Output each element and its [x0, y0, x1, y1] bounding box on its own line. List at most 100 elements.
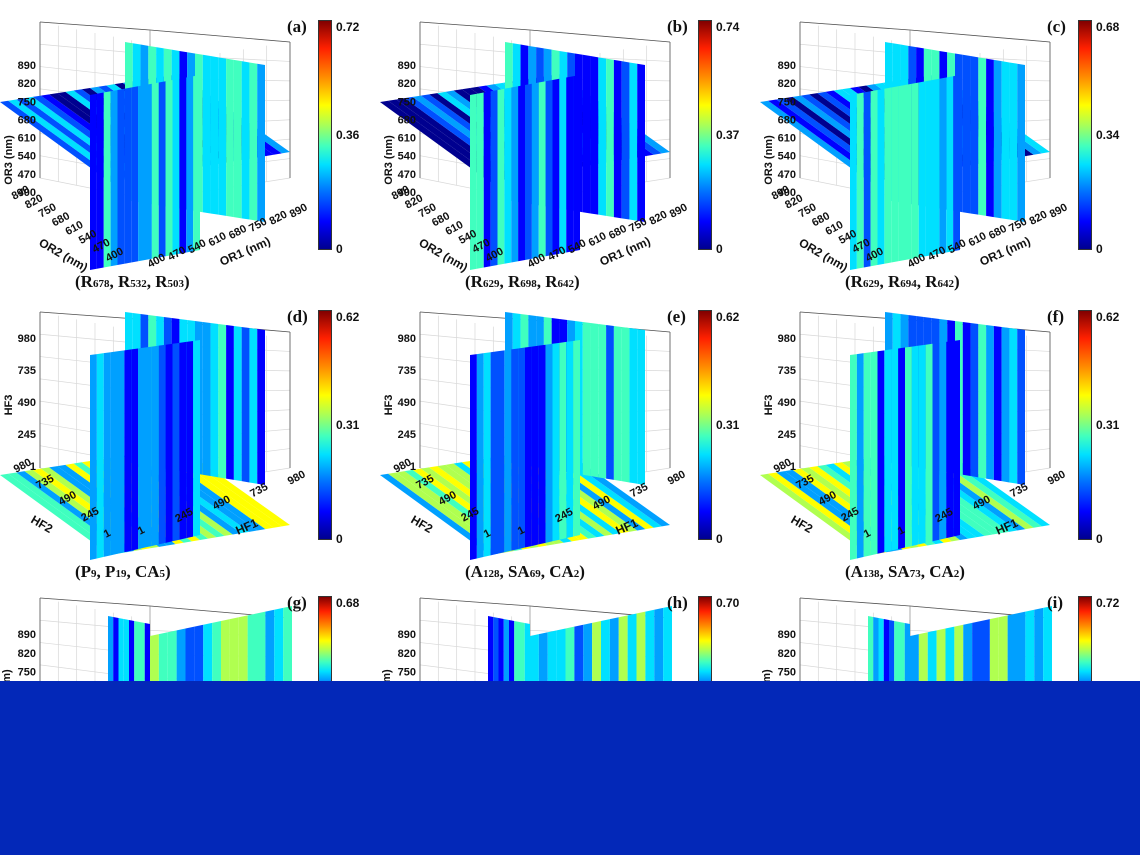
z-axis-label: HF3	[763, 395, 775, 416]
colorbar	[1078, 20, 1092, 250]
x-tick-label: 820	[267, 209, 289, 228]
z-tick-label: 490	[18, 397, 36, 409]
caption-text: )	[959, 562, 965, 581]
z-tick-label: 890	[18, 629, 36, 641]
x-tick-label: 820	[647, 209, 669, 228]
z-tick-label: 735	[18, 365, 36, 377]
z-axis-label: HF3	[383, 395, 395, 416]
z-tick-label: 750	[18, 666, 36, 678]
colorbar-min-label: 0	[336, 242, 343, 256]
colorbar-mid-label: 0.36	[336, 128, 360, 142]
z-tick-label: 490	[778, 397, 796, 409]
caption-text: , R	[879, 272, 901, 291]
z-tick-label: 540	[398, 151, 416, 163]
z-tick-label: 470	[398, 169, 416, 181]
caption-subscript: 642	[937, 278, 955, 290]
z-tick-label: 400	[398, 187, 416, 199]
z-axis-label: OR3 (nm)	[383, 135, 395, 185]
colorbar-mid-label: 0.37	[716, 128, 740, 142]
caption-text: (R	[465, 272, 483, 291]
colorbar-max-label: 0.62	[1096, 310, 1120, 324]
data-slices	[760, 312, 1050, 560]
colorbar-max-label: 0.72	[336, 20, 360, 34]
z-tick-label: 890	[778, 629, 796, 641]
caption-text: )	[184, 272, 190, 291]
z-tick-label: 680	[18, 114, 36, 126]
caption-subscript: 128	[482, 568, 500, 580]
colorbar	[698, 20, 712, 250]
z-tick-label: 245	[398, 429, 416, 441]
panel-label: (g)	[287, 593, 307, 612]
z-tick-label: 820	[18, 648, 36, 660]
panel-label: (f)	[1047, 307, 1064, 326]
colorbar-min-label: 0	[1096, 532, 1103, 546]
caption-text: , R	[109, 272, 131, 291]
panel-label: (d)	[287, 307, 308, 326]
x-tick-label: 980	[286, 468, 308, 487]
caption-text: )	[954, 272, 960, 291]
panel-c: 400 470 540 610 680 750 820 890 OR3 (nm) 890 820 75…	[760, 0, 1140, 291]
caption-text: (A	[465, 562, 483, 581]
caption-subscript: 503	[167, 278, 185, 290]
z-tick-label: 890	[398, 60, 416, 72]
caption-text: , R	[499, 272, 521, 291]
data-slices	[380, 312, 670, 560]
x-tick-label: 610	[587, 230, 609, 249]
panel-caption: (A138, SA73, CA2)	[845, 562, 965, 582]
caption-subscript: 5	[159, 568, 166, 580]
caption-subscript: 9	[91, 568, 97, 580]
z-tick-label: 470	[778, 169, 796, 181]
z-tick-label: 610	[398, 133, 416, 145]
data-slices	[760, 42, 1050, 270]
z-tick-label: 980	[18, 333, 36, 345]
panel-label: (b)	[667, 17, 688, 36]
caption-subscript: 2	[953, 568, 960, 580]
panel-caption: (P9, P19, CA5)	[75, 562, 171, 582]
caption-subscript: 69	[529, 568, 541, 580]
panel-a: 400 470 540 610 680 750 820 890 OR3 (nm) 890 820 75…	[0, 0, 380, 291]
z-axis-label: m)	[381, 669, 393, 683]
caption-text: , CA	[540, 562, 574, 581]
colorbar-max-label: 0.68	[1096, 20, 1120, 34]
z-axis-label: m)	[761, 669, 773, 683]
z-tick-label: 400	[778, 187, 796, 199]
z-tick-label: 490	[398, 397, 416, 409]
z-tick-label: 750	[778, 96, 796, 108]
colorbar-mid-label: 0.31	[716, 418, 740, 432]
caption-text: , SA	[879, 562, 910, 581]
z-axis-label: HF3	[3, 395, 15, 416]
z-tick-label: 680	[398, 114, 416, 126]
colorbar-mid-label: 0.34	[1096, 128, 1120, 142]
z-tick-label: 750	[18, 96, 36, 108]
x-tick-label: 890	[288, 201, 310, 220]
z-tick-label: 820	[18, 78, 36, 90]
data-slices	[488, 606, 672, 681]
colorbar	[318, 310, 332, 540]
x-tick-label: 610	[207, 230, 229, 249]
x-tick-label: 980	[1046, 468, 1068, 487]
x-tick-label: 1	[136, 524, 147, 537]
y-axis-label: HF2	[29, 512, 56, 536]
z-tick-label: 820	[778, 78, 796, 90]
z-tick-label: 890	[18, 60, 36, 72]
caption-subscript: 642	[557, 278, 575, 290]
panel-label: (i)	[1047, 593, 1064, 612]
colorbar-min-label: 0	[716, 532, 723, 546]
caption-text: , SA	[499, 562, 530, 581]
data-slices	[108, 606, 292, 681]
caption-text: , CA	[126, 562, 160, 581]
caption-text: , R	[146, 272, 168, 291]
y-axis-label: HF2	[409, 512, 436, 536]
z-tick-label: 750	[778, 666, 796, 678]
x-tick-label: 735	[628, 481, 650, 500]
caption-subscript: 629	[482, 278, 500, 290]
x-tick-label: 735	[248, 481, 270, 500]
blue-overlay-banner	[0, 681, 1140, 855]
caption-subscript: 694	[900, 278, 917, 290]
x-tick-label: 680	[987, 223, 1009, 242]
panel-h: 680750820890m)(h)0.70	[380, 576, 760, 866]
